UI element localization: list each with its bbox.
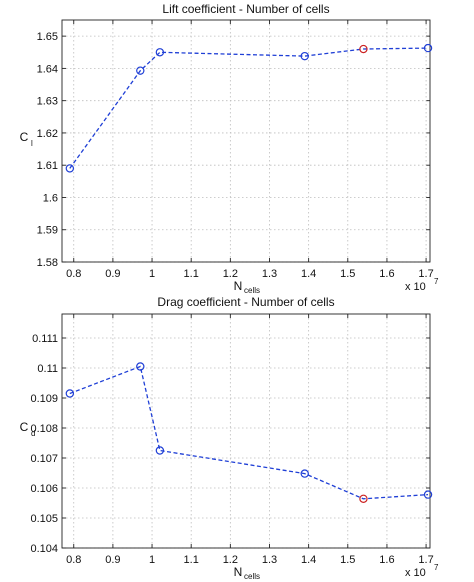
lift-x-tick-label: 1.2 [223,268,238,280]
lift-data-point [423,43,433,53]
lift-y-axis-label: C [20,130,29,144]
lift-x-tick-label: 1.5 [340,268,355,280]
lift-x-tick-label: 1.6 [379,268,394,280]
drag-data-point [155,446,165,455]
drag-x-tick-label: 1.3 [262,554,277,566]
lift-x-axis-label: N [234,279,243,293]
lift-chart-panel: Lift coefficient - Number of cells 1.58 1.… [20,2,439,295]
drag-y-tick-label: 0.107 [30,453,58,465]
drag-data-point [136,362,145,371]
lift-y-tick-label: 1.59 [37,225,58,237]
drag-y-axis-label: C [20,420,29,434]
lift-y-tick-label: 1.62 [37,128,58,140]
lift-x-tick-label: 1.1 [184,268,199,280]
drag-x-tick-label: 1.1 [184,554,199,566]
lift-chart-title: Lift coefficient - Number of cells [162,2,329,16]
lift-x-axis-label-subscript: cells [244,286,260,295]
drag-x-tick-label: 1.4 [301,554,316,566]
lift-x-multiplier-exponent: 7 [434,277,439,286]
drag-chart-panel: Drag coefficient - Number of cells 0.104 0… [20,295,439,581]
drag-y-tick-label: 0.11 [37,363,58,375]
lift-y-tick-label: 1.58 [37,257,58,269]
lift-data-point [300,51,309,61]
lift-y-tick-label: 1.63 [37,96,58,108]
lift-x-tick-label: 0.8 [66,268,81,280]
lift-series-line [69,47,429,169]
lift-data-point [136,66,145,75]
lift-y-tick-label: 1.65 [37,31,58,43]
drag-x-tick-label: 1.7 [418,554,433,566]
lift-x-tick-label: 0.9 [105,268,120,280]
lift-x-tick-label: 1.3 [262,268,277,280]
drag-chart-title: Drag coefficient - Number of cells [157,295,334,309]
drag-y-axis-label-subscript: d [31,429,35,438]
lift-data-point [359,44,368,54]
drag-x-tick-label: 1.6 [379,554,394,566]
drag-y-tick-label: 0.104 [30,543,58,555]
lift-data-point [65,164,75,173]
drag-data-point [65,389,75,398]
drag-x-tick-label: 0.9 [105,554,120,566]
drag-x-tick-label: 1 [149,554,155,566]
drag-series-line [69,365,429,500]
lift-y-axis-label-subscript: l [31,139,33,148]
drag-x-multiplier: x 10 [405,567,426,579]
drag-x-tick-label: 0.8 [66,554,81,566]
lift-x-tick-label: 1 [149,268,155,280]
lift-y-tick-label: 1.64 [37,63,58,75]
lift-x-multiplier: x 10 [405,281,426,293]
drag-data-point [359,494,368,503]
lift-x-tick-label: 1.7 [418,268,433,280]
drag-data-point [423,490,433,499]
drag-x-tick-label: 1.2 [223,554,238,566]
drag-data-point [300,469,309,478]
drag-plot-frame [61,313,431,549]
lift-y-tick-label: 1.61 [37,160,58,172]
drag-y-tick-label: 0.106 [30,483,58,495]
drag-y-tick-label: 0.108 [30,423,58,435]
drag-y-tick-label: 0.111 [32,333,58,345]
drag-y-tick-label: 0.105 [30,513,58,525]
drag-x-axis-label-subscript: cells [244,572,260,581]
lift-plot-frame [61,19,431,263]
lift-data-point [155,48,165,57]
drag-x-multiplier-exponent: 7 [434,563,439,572]
drag-y-tick-label: 0.109 [30,393,58,405]
lift-y-tick-label: 1.6 [43,192,58,204]
drag-x-tick-label: 1.5 [340,554,355,566]
lift-x-tick-label: 1.4 [301,268,316,280]
drag-x-axis-label: N [234,565,243,579]
